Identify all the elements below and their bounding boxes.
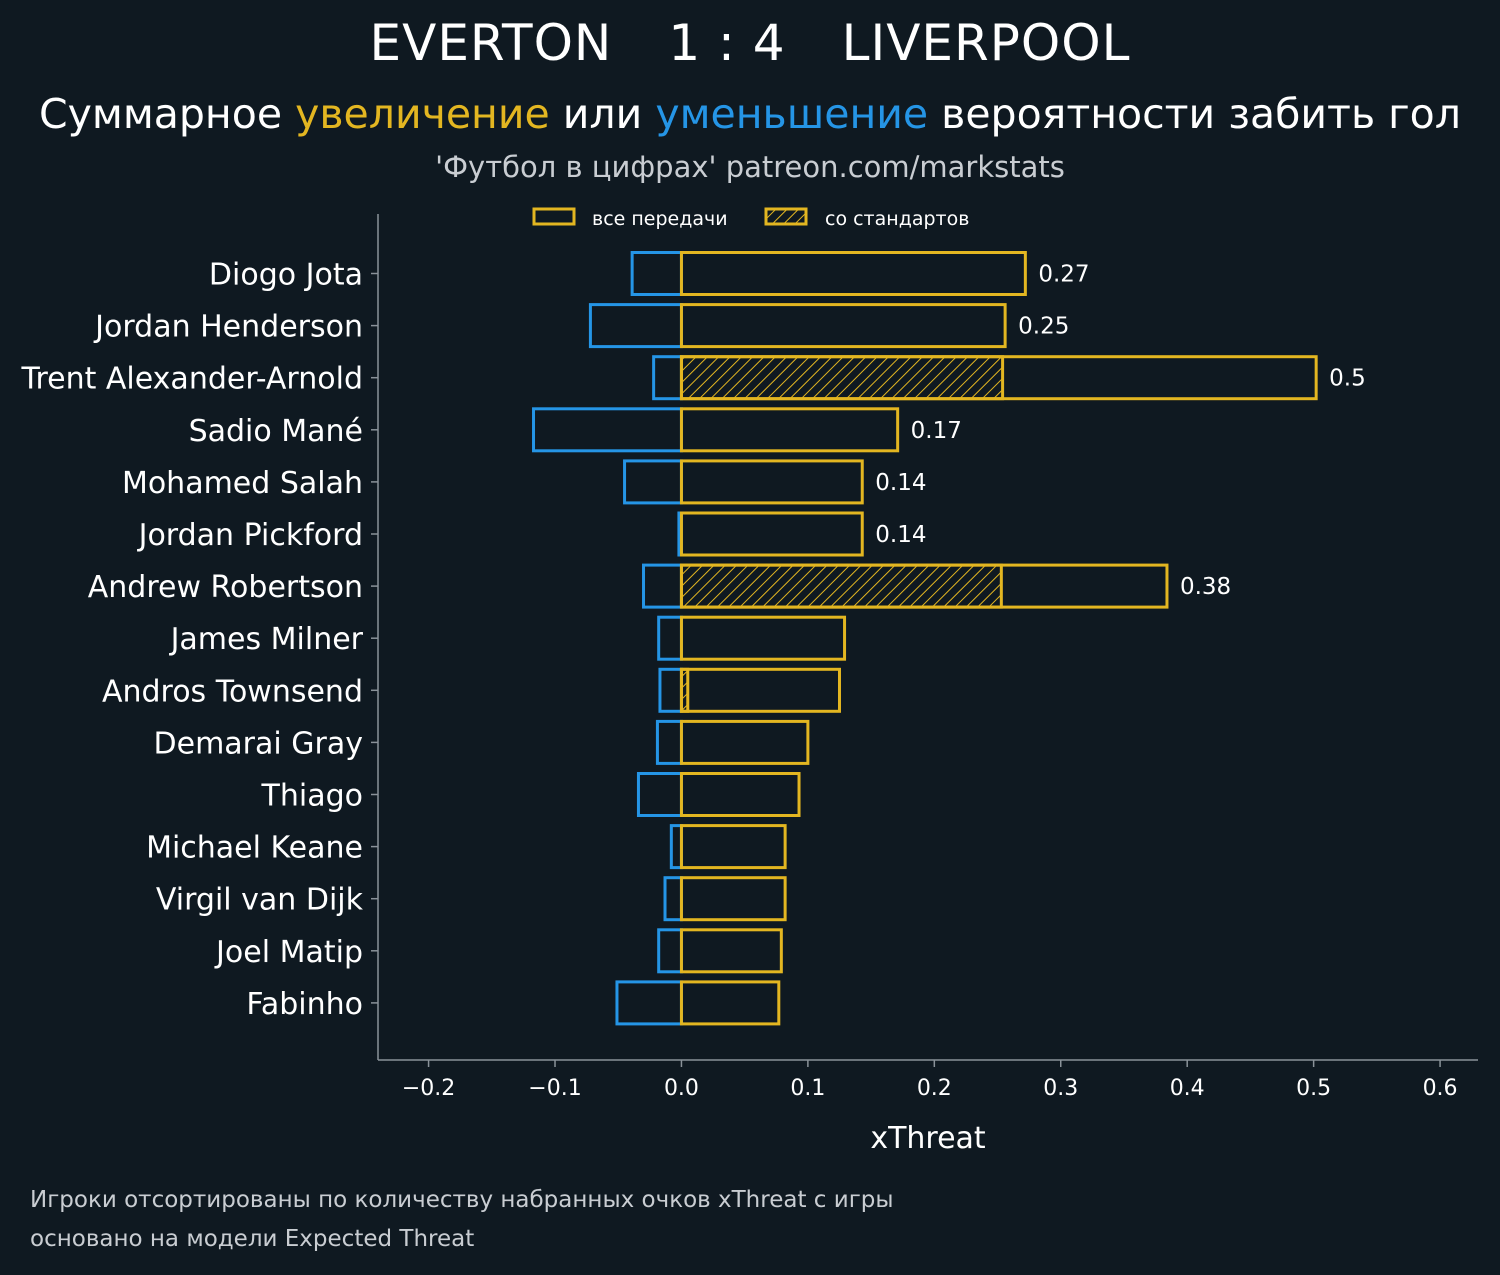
positive-bar [679, 876, 787, 922]
negative-bar [655, 719, 683, 765]
player-label: Andros Townsend [102, 674, 363, 709]
negative-bar [532, 407, 683, 453]
subtitle-part3: вероятности забить гол [928, 90, 1461, 138]
x-axis-title: xThreat [870, 1121, 986, 1156]
player-label: James Milner [169, 622, 364, 657]
subtitle-decrease: уменьшение [655, 90, 929, 138]
bars-layer [532, 251, 1318, 1026]
positive-bar [679, 407, 900, 453]
negative-bar [623, 459, 683, 505]
positive-bar [679, 563, 1169, 609]
positive-bar [679, 824, 787, 870]
player-label: Joel Matip [214, 935, 363, 970]
negative-bar [669, 824, 683, 870]
positive-bar [679, 928, 783, 974]
x-tick-label: 0.0 [664, 1076, 699, 1101]
x-tick-label: 0.6 [1423, 1076, 1458, 1101]
x-tick-label: 0.2 [917, 1076, 952, 1101]
x-tick-label: 0.1 [790, 1076, 825, 1101]
value-label: 0.5 [1329, 366, 1366, 392]
positive-bar [679, 355, 1318, 401]
negative-bar [657, 615, 683, 661]
negative-bar [615, 980, 683, 1026]
positive-bar [679, 667, 841, 713]
negative-bar [636, 772, 683, 817]
subtitle-part1: Суммарное [39, 90, 296, 138]
player-label: Virgil van Dijk [156, 883, 364, 918]
player-label: Jordan Pickford [137, 518, 363, 553]
legend: все передачи со стандартов [532, 207, 969, 230]
player-label: Demarai Gray [154, 726, 363, 761]
positive-bar [679, 615, 847, 661]
x-tick-label: −0.1 [528, 1076, 581, 1101]
player-label: Thiago [261, 779, 363, 814]
footnote-line1: Игроки отсортированы по количеству набра… [30, 1187, 894, 1213]
x-tick-label: 0.4 [1170, 1076, 1205, 1101]
positive-bar [679, 303, 1007, 349]
negative-bar [630, 251, 683, 296]
positive-bar [679, 459, 864, 505]
chart-title: EVERTON 1 : 4 LIVERPOOL [0, 14, 1500, 72]
player-label: Fabinho [246, 987, 363, 1022]
legend-label-set-pieces: со стандартов [825, 208, 969, 230]
legend-label-all-passes: все передачи [592, 208, 728, 230]
player-label: Jordan Henderson [93, 310, 363, 345]
value-label: 0.25 [1018, 314, 1069, 340]
x-tick-label: −0.2 [402, 1076, 455, 1101]
away-team: LIVERPOOL [841, 14, 1131, 72]
negative-bar [652, 355, 683, 401]
player-label: Sadio Mané [189, 414, 363, 449]
player-label: Trent Alexander-Arnold [21, 362, 363, 397]
player-label: Mohamed Salah [122, 466, 363, 501]
footnote-line2: основано на модели Expected Threat [30, 1226, 475, 1252]
player-label: Andrew Robertson [88, 570, 363, 605]
player-label: Diogo Jota [209, 258, 363, 293]
value-label: 0.14 [875, 522, 926, 548]
home-team: EVERTON [369, 14, 613, 72]
set-piece-bar [679, 355, 1005, 401]
positive-bar [679, 980, 781, 1026]
x-tick-label: 0.5 [1296, 1076, 1331, 1101]
value-label: 0.14 [875, 470, 926, 496]
negative-bar [657, 928, 683, 974]
credit-line: 'Футбол в цифрах' patreon.com/markstats [435, 150, 1065, 184]
set-piece-bar [679, 563, 1003, 609]
labels-layer: 0.27 Diogo Jota 0.25 Jordan Henderson 0.5 Tre… [21, 258, 1366, 1022]
match-score: 1 : 4 [668, 14, 786, 72]
positive-bar [679, 719, 810, 765]
negative-bar [663, 876, 683, 922]
value-label: 0.38 [1180, 574, 1231, 600]
x-tick-label: 0.3 [1043, 1076, 1078, 1101]
subtitle-increase: увеличение [295, 90, 550, 138]
positive-bar [679, 511, 864, 557]
value-label: 0.17 [911, 418, 962, 444]
legend-swatch-set-pieces [764, 207, 808, 226]
subtitle-part2: или [549, 90, 656, 138]
negative-bar [642, 563, 683, 609]
chart-subtitle: Суммарное увеличение или уменьшение веро… [0, 90, 1500, 138]
legend-swatch-all-passes [532, 207, 576, 226]
player-label: Michael Keane [146, 831, 363, 866]
negative-bar [658, 667, 683, 713]
x-axis: −0.2 −0.1 0.0 0.1 0.2 0.3 0.4 0.5 0.6 xThreat [371, 214, 1478, 1156]
positive-bar [679, 772, 801, 817]
value-label: 0.27 [1038, 262, 1089, 288]
positive-bar [679, 251, 1027, 296]
negative-bar [588, 303, 683, 349]
